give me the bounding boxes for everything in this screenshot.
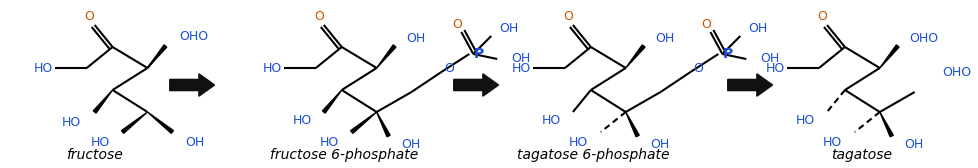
Text: O: O	[692, 61, 702, 74]
Text: HO: HO	[765, 61, 784, 74]
FancyArrow shape	[453, 74, 498, 96]
Text: O: O	[85, 10, 95, 24]
Text: tagatose 6-phosphate: tagatose 6-phosphate	[516, 148, 668, 162]
Text: P: P	[722, 47, 732, 61]
Polygon shape	[377, 112, 390, 137]
Text: O: O	[444, 61, 454, 74]
Text: OHO: OHO	[909, 32, 938, 45]
Text: fructose: fructose	[67, 148, 123, 162]
Text: O: O	[452, 17, 462, 31]
Text: HO: HO	[90, 136, 110, 149]
Text: OH: OH	[904, 137, 923, 151]
Text: O: O	[314, 10, 324, 24]
Polygon shape	[625, 112, 639, 137]
Text: HO: HO	[541, 114, 560, 127]
Polygon shape	[93, 90, 112, 113]
Text: HO: HO	[511, 61, 530, 74]
Text: OHO: OHO	[179, 30, 208, 43]
Polygon shape	[148, 112, 173, 133]
Text: OHO: OHO	[942, 66, 971, 78]
Polygon shape	[625, 45, 645, 68]
Polygon shape	[879, 45, 898, 68]
Text: OH: OH	[760, 52, 778, 66]
Text: HO: HO	[822, 136, 841, 149]
Text: OH: OH	[655, 32, 674, 45]
Text: OH: OH	[406, 32, 425, 45]
Text: OH: OH	[499, 23, 518, 35]
Polygon shape	[879, 112, 892, 137]
Text: P: P	[472, 47, 483, 61]
Text: OH: OH	[511, 52, 530, 66]
FancyArrow shape	[727, 74, 772, 96]
Polygon shape	[350, 112, 377, 133]
Text: OH: OH	[401, 137, 421, 151]
Text: OH: OH	[185, 136, 204, 149]
Text: HO: HO	[568, 136, 587, 149]
Text: O: O	[562, 10, 572, 24]
FancyArrow shape	[169, 74, 214, 96]
Text: HO: HO	[795, 114, 815, 127]
Text: HO: HO	[319, 136, 338, 149]
Polygon shape	[377, 45, 395, 68]
Text: OH: OH	[650, 137, 669, 151]
Text: HO: HO	[62, 116, 80, 129]
Text: O: O	[701, 17, 711, 31]
Text: OH: OH	[747, 23, 767, 35]
Polygon shape	[148, 45, 166, 68]
Text: tagatose: tagatose	[830, 148, 892, 162]
Text: HO: HO	[262, 61, 282, 74]
Text: HO: HO	[33, 61, 53, 74]
Polygon shape	[121, 112, 148, 133]
Polygon shape	[322, 90, 341, 113]
Text: O: O	[817, 10, 826, 24]
Text: HO: HO	[292, 114, 312, 127]
Text: fructose 6-phosphate: fructose 6-phosphate	[269, 148, 418, 162]
